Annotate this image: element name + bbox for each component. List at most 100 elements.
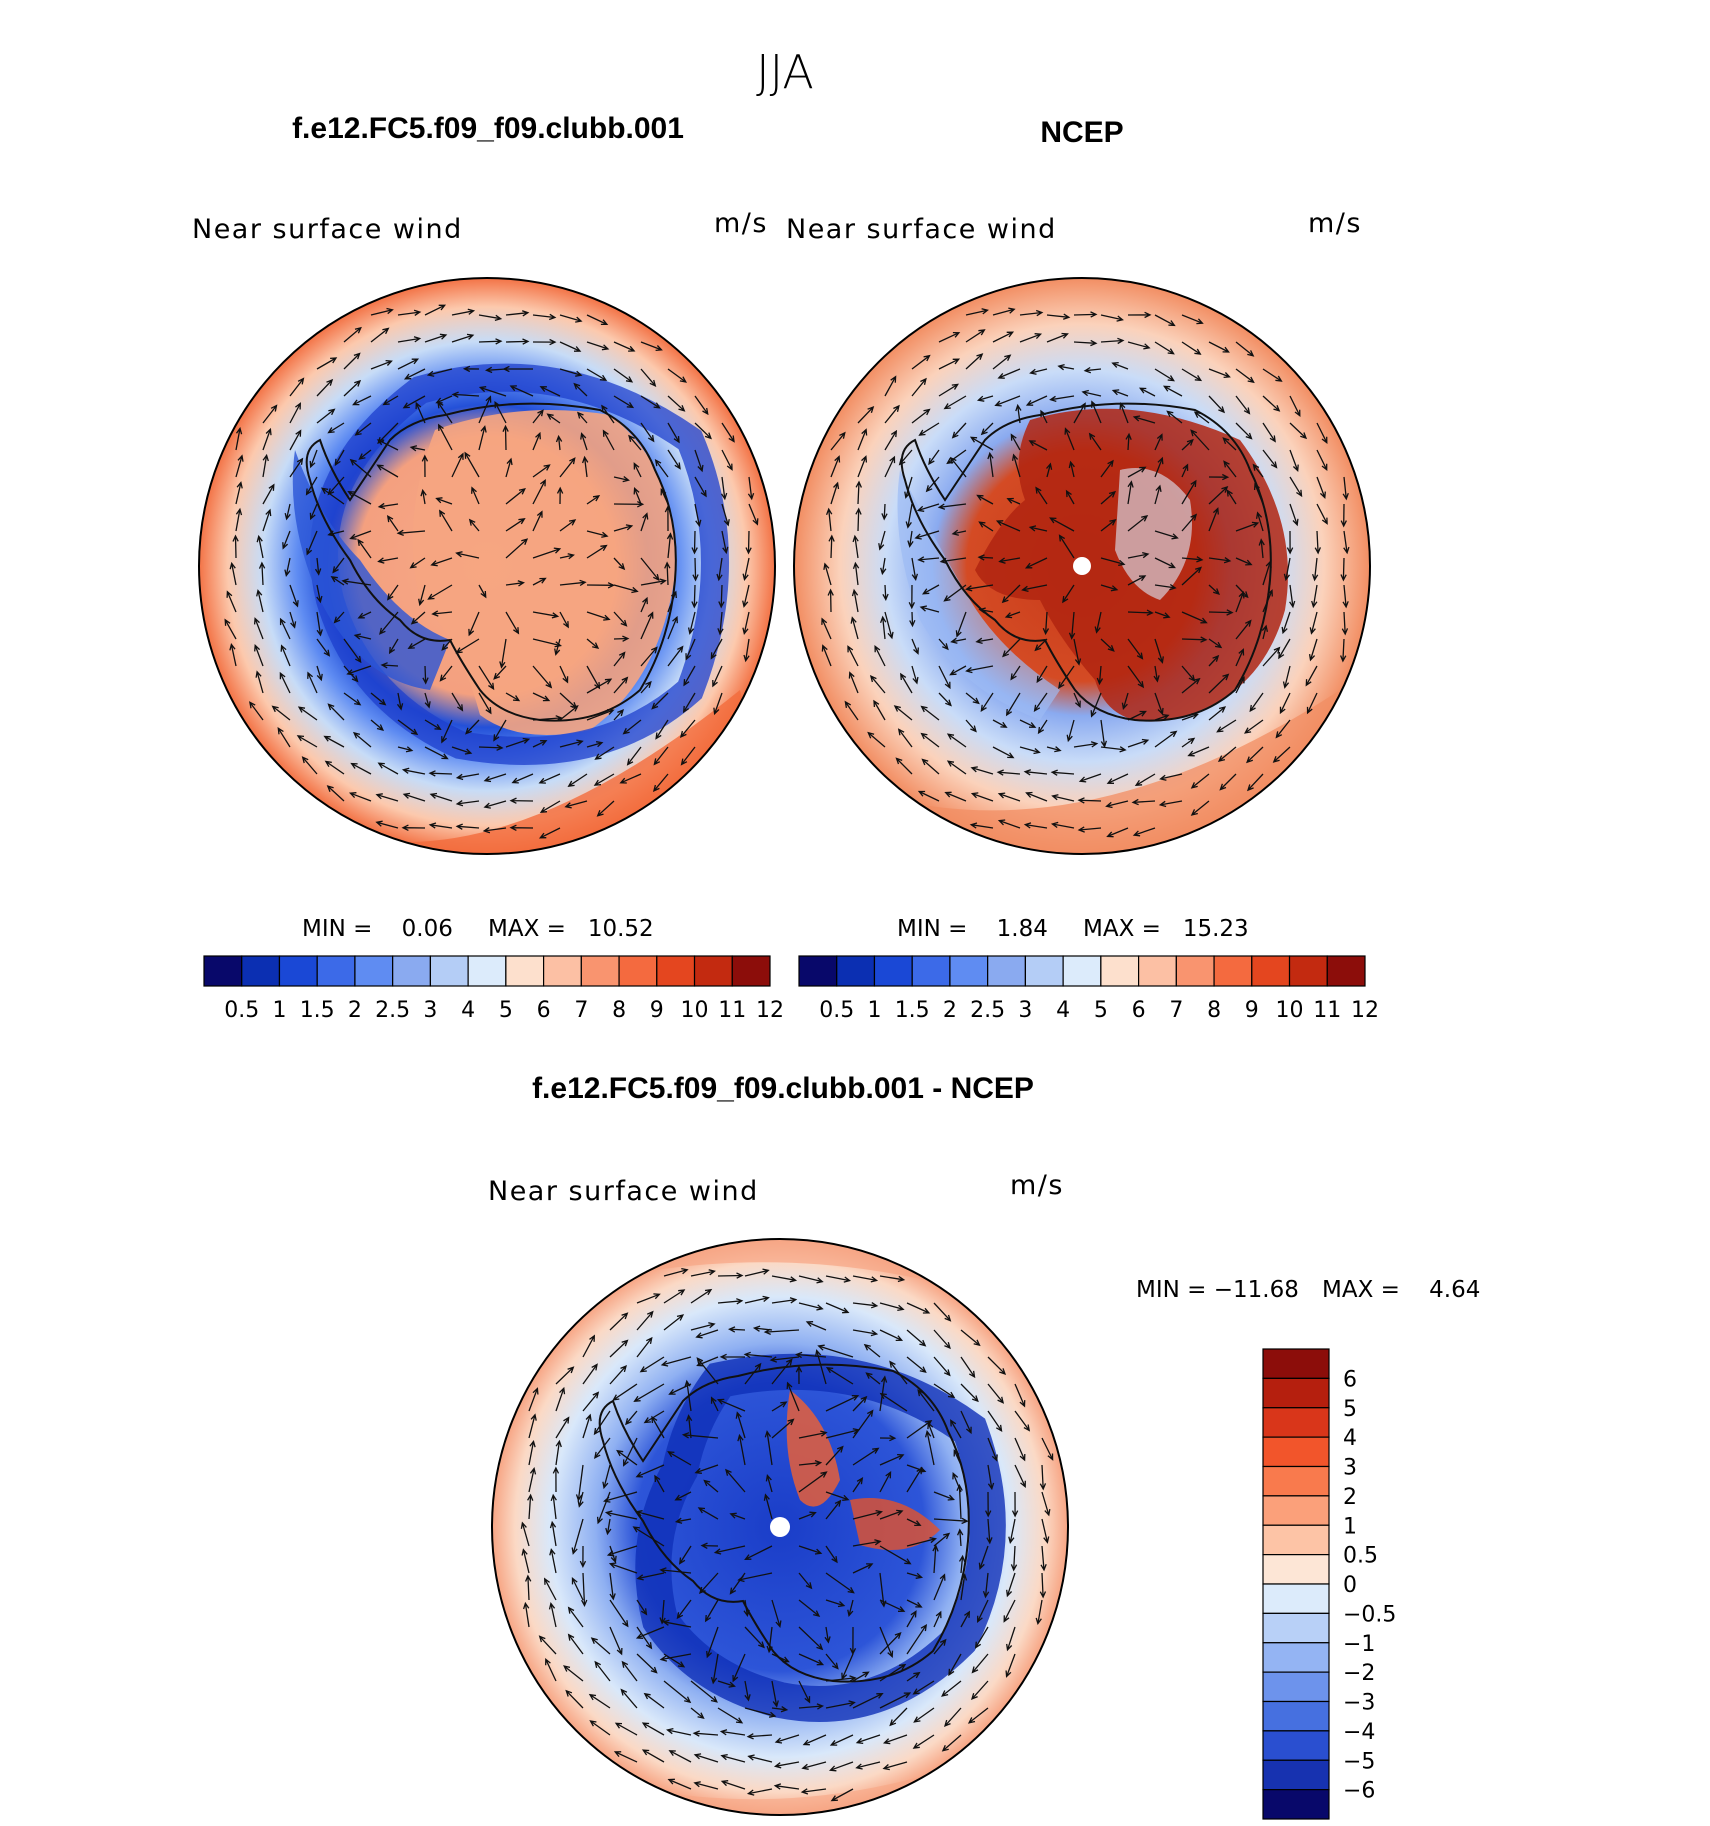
wind-vector [632,1526,665,1547]
wind-vector [226,590,237,613]
wind-vector [451,746,473,755]
wind-vector [636,1336,653,1358]
wind-vector [920,732,940,748]
wind-vector [1021,584,1048,593]
wind-vector [1235,521,1260,532]
wind-vector [1208,485,1229,505]
wind-vector [613,635,630,642]
wind-vector [771,1706,789,1713]
wind-vector [969,436,994,451]
wind-vector [465,719,480,735]
wind-vector [1083,366,1102,374]
wind-vector [550,1493,557,1520]
wind-vector [640,557,660,582]
wind-vector [1208,341,1230,353]
wind-vector [1153,665,1160,683]
wind-vector [830,431,846,451]
wind-vector [602,1464,611,1490]
wind-vector [716,557,723,582]
wind-vector [771,1275,798,1283]
wind-vector [289,611,297,629]
wind-vector [879,1631,902,1655]
wind-vector [546,413,561,424]
diff-max-label: MAX = 4.64 [1322,1277,1480,1303]
wind-vector [960,1383,979,1403]
colorbar-swatch [278,955,318,987]
wind-vector [998,557,1021,564]
wind-vector [884,611,894,640]
wind-vector [937,503,967,510]
wind-vector [555,1416,570,1439]
wind-vector [505,310,530,317]
wind-vector [403,368,426,380]
wind-vector [970,766,994,775]
wind-vector [933,1383,956,1399]
diff-colorbar: 6 5 4 3 2 1 0.5 0 −0.5 −1 −2 −3 −4 −5 −6 [1262,1348,1396,1820]
wind-vector [1068,611,1076,640]
wind-vector [825,1653,839,1670]
wind-vector [1262,560,1272,586]
wind-vector [478,584,487,599]
colorbar-swatch [949,955,989,987]
wind-vector [1019,719,1037,728]
wind-vector [1127,575,1147,586]
wind-vector [1154,692,1164,716]
wind-vector [663,1680,692,1704]
wind-vector [667,590,677,613]
wind-vector [802,1734,827,1746]
wind-vector [586,495,601,505]
wind-vector [559,314,583,323]
wind-vector [659,1599,666,1625]
wind-vector [1006,1626,1016,1652]
wind-vector [493,719,507,742]
wind-vector [949,665,967,676]
wind-vector [1208,368,1231,379]
wind-vector [301,756,318,775]
wind-vector [1042,611,1050,636]
wind-vector [305,476,318,496]
colorbar-tick-label: 11 [1313,998,1341,1023]
wind-vector [316,357,338,370]
wind-vector [397,719,419,736]
wind-vector [1208,395,1226,414]
wind-vector [575,1464,584,1502]
wind-vector [1036,665,1048,684]
wind-vector [619,773,642,784]
wind-vector [863,1343,881,1358]
wind-vector [581,1572,588,1607]
wind-vector [613,584,639,594]
colorbar-swatch [618,955,658,987]
wind-vector [946,733,967,748]
model-panel: f.e12.FC5.f09_f09.clubb.001 Near surface… [192,112,784,1023]
wind-vector [717,1298,744,1305]
wind-vector [1286,530,1294,555]
wind-vector [1033,692,1048,713]
wind-vector [1154,341,1175,355]
colorbar-tick-label: −0.5 [1343,1602,1396,1627]
wind-vector [992,307,1016,316]
wind-vector [1041,1437,1054,1461]
wind-vector [352,395,372,406]
wind-vector [1058,534,1075,559]
wind-vector [1062,584,1075,604]
wind-vector [455,551,480,559]
wind-vector [424,304,447,316]
wind-vector [235,426,243,451]
wind-vector [1132,415,1156,424]
wind-vector [1058,665,1075,689]
wind-vector [1014,1410,1031,1432]
wind-vector [559,553,575,560]
wind-vector [455,800,480,807]
colorbar-tick-label: 3 [423,998,437,1023]
colorbar-swatch [911,955,951,987]
wind-vector [1262,395,1281,412]
wind-vector [382,395,399,406]
colorbar-swatch [693,955,733,987]
wind-vector [742,611,750,635]
wind-vector [256,534,264,559]
wind-vector [586,368,608,381]
wind-vector [745,530,752,555]
wind-vector [586,582,615,589]
wind-vector [397,336,422,343]
wind-vector [987,451,994,478]
